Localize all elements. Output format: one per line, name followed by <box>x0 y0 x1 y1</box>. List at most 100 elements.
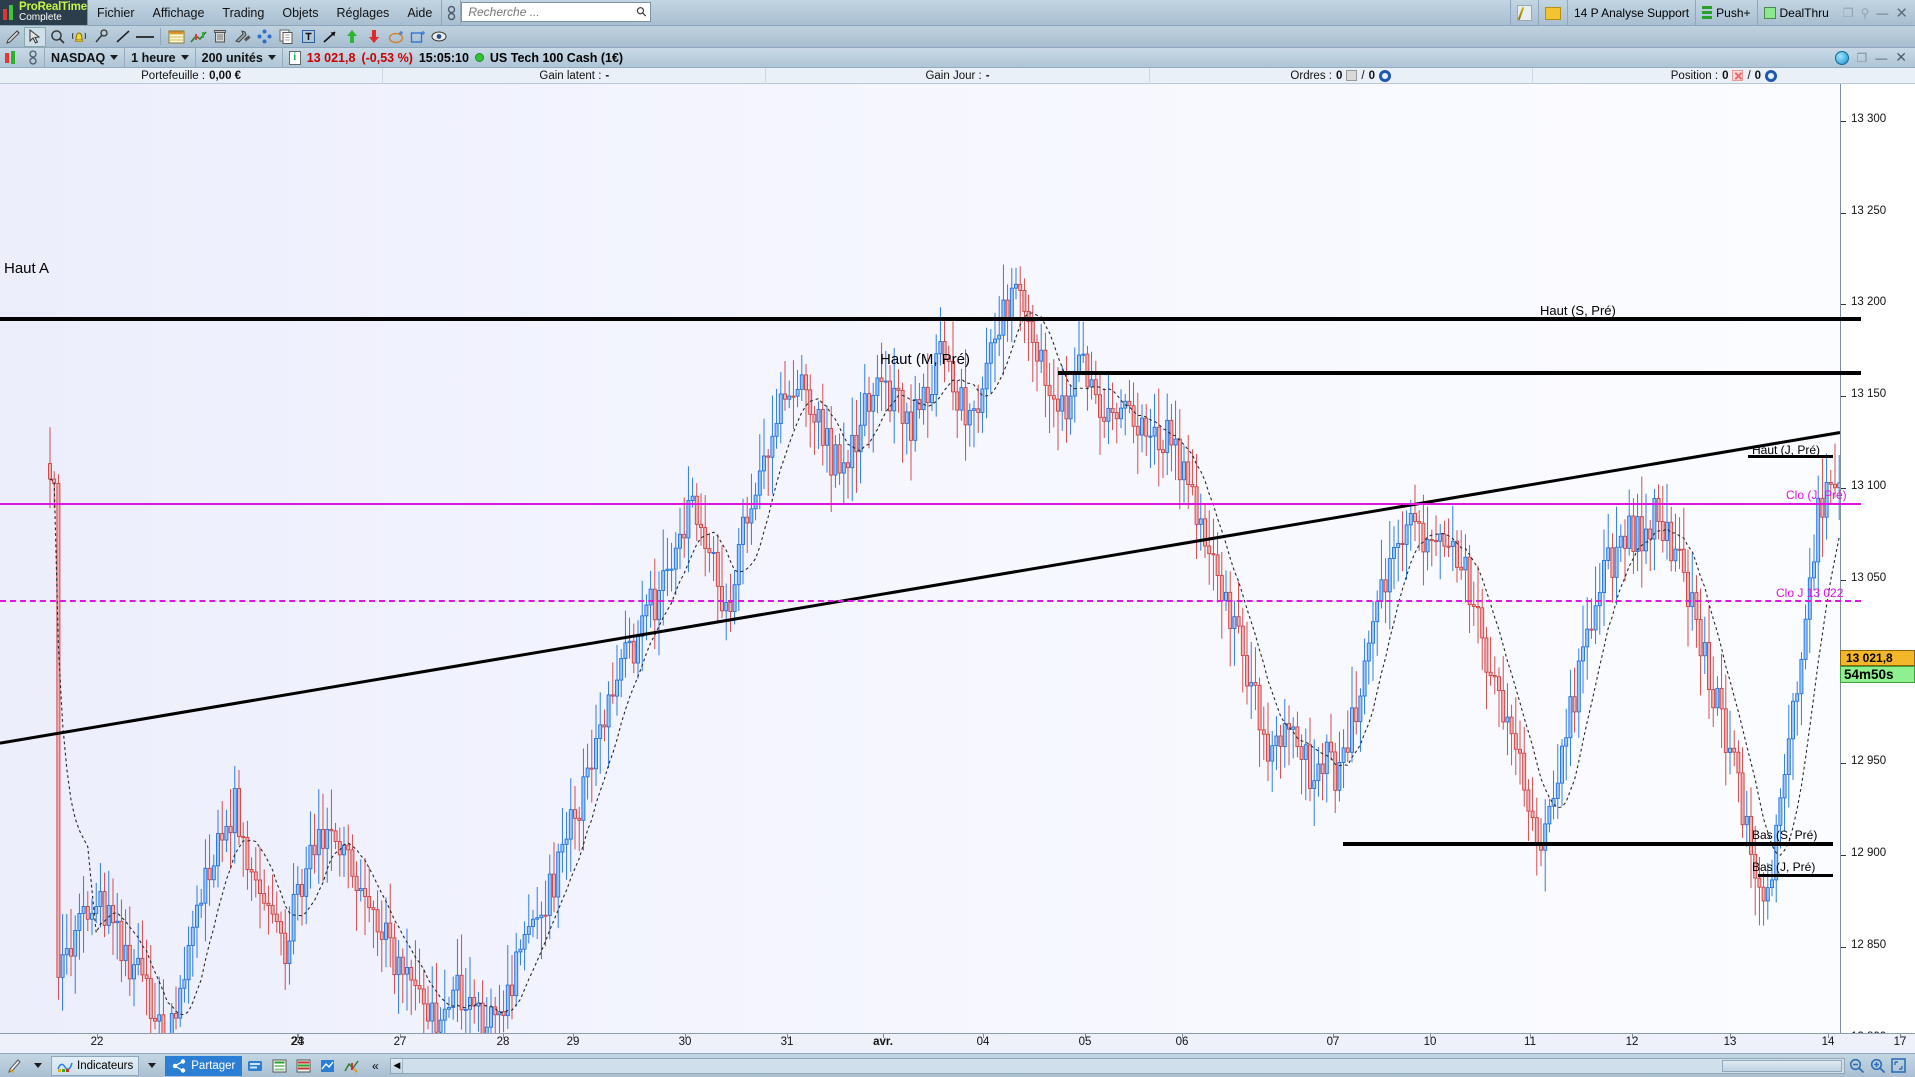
scrollbar-thumb[interactable] <box>1722 1059 1842 1072</box>
price-axis[interactable]: 13 300 13 250 13 200 13 150 13 100 13 050 13 0… <box>1840 84 1915 1033</box>
horizontal-line-icon[interactable] <box>134 27 156 47</box>
rectangle-icon[interactable] <box>407 27 429 47</box>
search-box[interactable]: ⚲ <box>461 2 652 22</box>
workspace-name[interactable]: 14 P Analyse Support <box>1566 0 1695 26</box>
units-selector[interactable]: 200 unités <box>194 47 282 68</box>
info-icon[interactable]: i <box>288 50 301 65</box>
level-label[interactable]: Clo (J, Pré) <box>1786 488 1847 502</box>
minimize-icon[interactable]: — <box>1876 6 1889 20</box>
ordres-cell: Ordres : 0 / 0 <box>1150 67 1533 84</box>
search-input[interactable] <box>466 4 637 20</box>
gear-icon[interactable] <box>1378 69 1391 82</box>
share-button[interactable]: Partager <box>165 1055 243 1076</box>
pencil-icon[interactable] <box>2 27 24 47</box>
support-resistance-line[interactable] <box>1343 842 1833 846</box>
menu-spacer <box>651 0 1510 25</box>
menu-bar: ProRealTime Complete Fichier Affichage T… <box>0 0 1915 26</box>
indicators-dropdown-arrow-icon[interactable] <box>141 1056 163 1076</box>
support-resistance-line[interactable] <box>0 317 1861 321</box>
menu-affichage[interactable]: Affichage <box>152 5 205 20</box>
level-label[interactable]: Haut A <box>4 260 50 277</box>
menu-reglages[interactable]: Réglages <box>336 5 390 20</box>
market-selector[interactable]: NASDAQ <box>44 47 124 68</box>
arrow-up-right-icon[interactable] <box>319 27 341 47</box>
support-resistance-line[interactable] <box>1758 874 1833 877</box>
menu-aide[interactable]: Aide <box>407 5 433 20</box>
dealthru-label: DealThru <box>1779 6 1829 20</box>
magnifier-icon[interactable] <box>46 27 68 47</box>
text-icon[interactable] <box>297 27 319 47</box>
pin-icon[interactable]: ⚲ <box>1860 6 1870 20</box>
level-label[interactable]: Haut (S, Pré) <box>1540 303 1616 318</box>
pen-dropdown-arrow-icon[interactable] <box>27 1056 49 1076</box>
tick-mark <box>1841 855 1846 857</box>
level-label[interactable]: Haut (M, Pré) <box>880 351 971 368</box>
link-instrument-button[interactable] <box>22 48 44 68</box>
price-axis-tick-label: 12 900 <box>1851 847 1887 860</box>
indicators-button[interactable]: Indicateurs <box>51 1055 140 1076</box>
menu-fichier[interactable]: Fichier <box>97 5 135 20</box>
price-axis-tick: 13 100 <box>1841 480 1915 492</box>
pointer-icon[interactable] <box>24 26 46 47</box>
chart-type-button[interactable] <box>0 48 22 68</box>
red-arrow-down-icon[interactable] <box>363 27 385 47</box>
new-chart-icon[interactable] <box>316 1056 338 1076</box>
alert-bell-icon[interactable] <box>68 27 90 47</box>
support-resistance-line[interactable] <box>1748 455 1833 458</box>
time-axis[interactable]: 22 23 24 27 28 29 30 31 avr. 04 05 06 07 10 11 12 13 14 17 <box>0 1033 1915 1053</box>
zoom-out-icon[interactable] <box>1849 1058 1865 1074</box>
data-table-icon[interactable] <box>165 27 187 47</box>
orderbook-icon[interactable] <box>292 1056 314 1076</box>
level-label[interactable]: Bas (J, Pré) <box>1752 860 1816 874</box>
restore-icon[interactable]: ❐ <box>1856 50 1868 65</box>
support-resistance-line[interactable] <box>0 600 1861 602</box>
drawing-pen-icon[interactable] <box>3 1056 25 1076</box>
fullscreen-icon[interactable] <box>1891 1058 1906 1073</box>
level-label[interactable]: Bas (S, Pré) <box>1752 828 1818 842</box>
scroll-left-arrow-icon[interactable]: ◀ <box>391 1058 404 1073</box>
menu-objets[interactable]: Objets <box>282 5 319 20</box>
move-icon[interactable] <box>253 27 275 47</box>
time-axis-tick <box>297 1034 298 1038</box>
chart-plot-area[interactable] <box>0 84 1840 1033</box>
collapse-toolbar-icon[interactable]: « <box>364 1056 386 1076</box>
probacktest-icon[interactable] <box>340 1056 362 1076</box>
close-position-icon[interactable] <box>1732 70 1744 81</box>
level-label[interactable]: Haut (J, Pré) <box>1752 443 1821 457</box>
news-panel-icon[interactable] <box>244 1056 266 1076</box>
drawing-tool-toggle[interactable] <box>1509 0 1538 26</box>
eye-icon[interactable] <box>429 27 451 47</box>
zoom-in-icon[interactable] <box>1870 1058 1886 1074</box>
close-icon[interactable]: ✕ <box>1895 49 1907 65</box>
anchor-point-icon[interactable] <box>90 27 112 47</box>
push-plus-button[interactable]: Push+ <box>1695 0 1756 26</box>
portfolio-list-icon[interactable] <box>268 1056 290 1076</box>
chart-container[interactable]: 13 300 13 250 13 200 13 150 13 100 13 050 13 0… <box>0 84 1915 1033</box>
trash-icon[interactable] <box>209 27 231 47</box>
tools-icon[interactable] <box>231 27 253 47</box>
diagonal-line-icon[interactable] <box>112 27 134 47</box>
support-resistance-line[interactable] <box>0 503 1861 505</box>
ellipse-icon[interactable] <box>385 27 407 47</box>
level-label[interactable]: Clo J 13 022 <box>1776 586 1844 600</box>
gear-icon[interactable] <box>1765 69 1778 82</box>
green-arrow-up-icon[interactable] <box>341 27 363 47</box>
time-axis-tick <box>1730 1034 1731 1038</box>
link-chain-icon[interactable] <box>441 0 462 26</box>
horizontal-scrollbar[interactable]: ◀ <box>390 1057 1845 1074</box>
flag-button[interactable] <box>1537 0 1567 26</box>
copy-icon[interactable] <box>275 27 297 47</box>
menu-trading[interactable]: Trading <box>222 5 265 20</box>
price-axis-tick-label: 13 050 <box>1851 571 1887 584</box>
orders-list-icon[interactable] <box>1346 70 1358 81</box>
dealthru-button[interactable]: DealThru <box>1756 0 1835 26</box>
time-axis-tick <box>573 1034 574 1038</box>
timeframe-selector[interactable]: 1 heure <box>124 47 194 68</box>
minimize-icon[interactable]: — <box>1875 50 1888 65</box>
gain-latent-cell: Gain latent : - <box>383 67 767 84</box>
indicator-icon[interactable] <box>187 27 209 47</box>
restore-icon[interactable]: ❐ <box>1842 6 1854 20</box>
globe-icon[interactable] <box>1834 50 1849 65</box>
support-resistance-line[interactable] <box>1058 371 1861 375</box>
close-icon[interactable]: ✕ <box>1895 5 1908 22</box>
